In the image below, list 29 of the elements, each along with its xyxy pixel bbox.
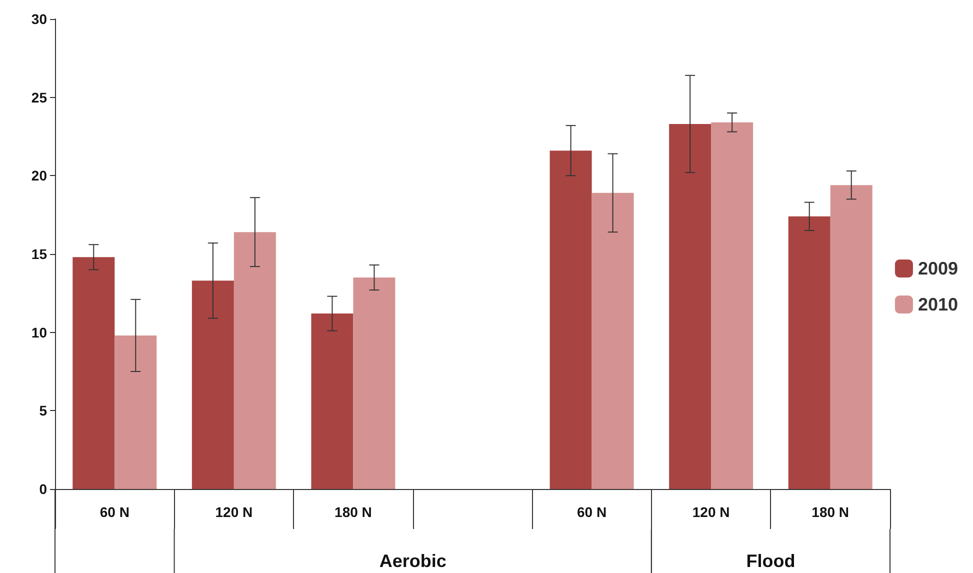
bar — [550, 150, 592, 489]
x-tick-label: 180 N — [812, 504, 850, 520]
bar — [192, 280, 234, 489]
bar — [234, 232, 276, 489]
x-tick-label: 120 N — [215, 504, 253, 520]
bar — [311, 314, 354, 489]
bar — [72, 257, 115, 489]
y-tick-label: 0 — [39, 481, 48, 497]
y-tick-label: 20 — [31, 168, 48, 184]
x-tick-label: 60 N — [576, 504, 607, 520]
y-tick-label: 15 — [31, 246, 48, 262]
x-tick-label: 180 N — [334, 504, 372, 520]
bar — [592, 192, 634, 489]
bar — [830, 185, 872, 489]
legend-label: 2010 — [918, 294, 958, 314]
x-tick-label: 60 N — [100, 504, 130, 520]
bar — [711, 122, 754, 489]
bar — [788, 216, 830, 489]
legend-label: 2009 — [918, 258, 958, 278]
x-tick-label: 120 N — [692, 504, 730, 520]
bar — [114, 335, 157, 489]
bar — [353, 278, 396, 489]
y-tick-label: 25 — [31, 89, 48, 106]
y-tick-label: 5 — [39, 402, 48, 419]
y-tick-label: 10 — [31, 324, 48, 340]
text: Aerobic — [379, 551, 446, 571]
bar — [669, 124, 712, 489]
text: Flood — [746, 551, 796, 571]
y-tick-label: 30 — [31, 11, 48, 27]
